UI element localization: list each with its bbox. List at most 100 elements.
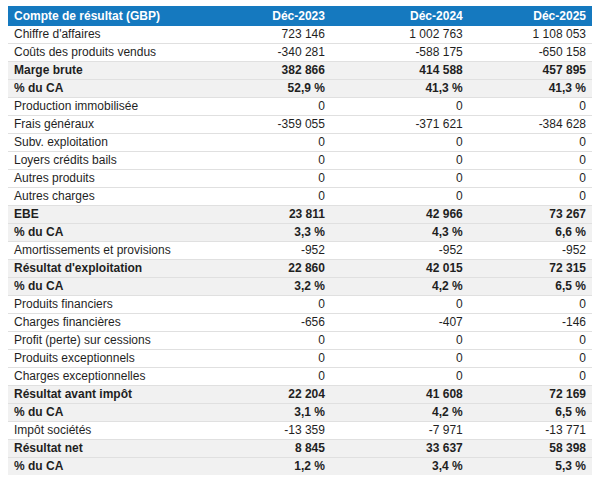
value-cell: 0 bbox=[469, 98, 592, 116]
table-row: Amortissements et provisions-952-952-952 bbox=[8, 242, 592, 260]
value-cell: 0 bbox=[201, 350, 331, 368]
value-cell: 0 bbox=[331, 188, 469, 206]
value-cell: 414 588 bbox=[331, 62, 469, 80]
value-cell: 0 bbox=[469, 188, 592, 206]
value-cell: -146 bbox=[469, 314, 592, 332]
row-label: Résultat avant impôt bbox=[8, 386, 201, 404]
value-cell: 723 146 bbox=[201, 26, 331, 44]
row-label: % du CA bbox=[8, 404, 201, 422]
value-cell: 23 811 bbox=[201, 206, 331, 224]
table-row: Autres charges000 bbox=[8, 188, 592, 206]
value-cell: 3,2 % bbox=[201, 278, 331, 296]
table-row: Résultat avant impôt22 20441 60872 169 bbox=[8, 386, 592, 404]
table-row: Loyers crédits bails000 bbox=[8, 152, 592, 170]
table-row: Profit (perte) sur cessions000 bbox=[8, 332, 592, 350]
row-label: Autres charges bbox=[8, 188, 201, 206]
value-cell: 0 bbox=[201, 296, 331, 314]
value-cell: -656 bbox=[201, 314, 331, 332]
row-label: Impôt sociétés bbox=[8, 422, 201, 440]
value-cell: 41 608 bbox=[331, 386, 469, 404]
value-cell: -952 bbox=[469, 242, 592, 260]
value-cell: -384 628 bbox=[469, 116, 592, 134]
table-row: Impôt sociétés-13 359-7 971-13 771 bbox=[8, 422, 592, 440]
value-cell: 0 bbox=[201, 134, 331, 152]
value-cell: 6,5 % bbox=[469, 278, 592, 296]
value-cell: -13 771 bbox=[469, 422, 592, 440]
value-cell: 73 267 bbox=[469, 206, 592, 224]
header-cell-dec-2024: Déc-2024 bbox=[331, 6, 469, 26]
value-cell: -371 621 bbox=[331, 116, 469, 134]
table-row: Chiffre d'affaires723 1461 002 7631 108 … bbox=[8, 26, 592, 44]
row-label: Résultat net bbox=[8, 440, 201, 458]
value-cell: 0 bbox=[331, 332, 469, 350]
value-cell: 0 bbox=[201, 332, 331, 350]
value-cell: 41,3 % bbox=[331, 80, 469, 98]
row-label: Produits exceptionnels bbox=[8, 350, 201, 368]
row-label: Coûts des produits vendus bbox=[8, 44, 201, 62]
income-statement-panel: Compte de résultat (GBP) Déc-2023 Déc-20… bbox=[8, 6, 592, 475]
table-row: Coûts des produits vendus-340 281-588 17… bbox=[8, 44, 592, 62]
value-cell: 3,3 % bbox=[201, 224, 331, 242]
table-row: Marge brute382 866414 588457 895 bbox=[8, 62, 592, 80]
value-cell: -340 281 bbox=[201, 44, 331, 62]
header-cell-dec-2025: Déc-2025 bbox=[469, 6, 592, 26]
value-cell: 4,2 % bbox=[331, 404, 469, 422]
value-cell: 0 bbox=[201, 170, 331, 188]
row-label: Charges exceptionnelles bbox=[8, 368, 201, 386]
row-label: % du CA bbox=[8, 224, 201, 242]
table-row: Résultat d'exploitation22 86042 01572 31… bbox=[8, 260, 592, 278]
value-cell: 0 bbox=[201, 152, 331, 170]
value-cell: 52,9 % bbox=[201, 80, 331, 98]
value-cell: 0 bbox=[201, 368, 331, 386]
page: { "colors": { "header_bg": "#1579bf", "h… bbox=[0, 0, 600, 488]
value-cell: 42 015 bbox=[331, 260, 469, 278]
value-cell: -952 bbox=[201, 242, 331, 260]
row-label: EBE bbox=[8, 206, 201, 224]
row-label: % du CA bbox=[8, 458, 201, 476]
row-label: % du CA bbox=[8, 80, 201, 98]
value-cell: 382 866 bbox=[201, 62, 331, 80]
table-row: Produits financiers000 bbox=[8, 296, 592, 314]
row-label: Résultat d'exploitation bbox=[8, 260, 201, 278]
value-cell: -650 158 bbox=[469, 44, 592, 62]
row-label: Subv. exploitation bbox=[8, 134, 201, 152]
row-label: Production immobilisée bbox=[8, 98, 201, 116]
row-label: Autres produits bbox=[8, 170, 201, 188]
value-cell: 6,6 % bbox=[469, 224, 592, 242]
value-cell: 22 204 bbox=[201, 386, 331, 404]
table-body: Chiffre d'affaires723 1461 002 7631 108 … bbox=[8, 26, 592, 475]
value-cell: 0 bbox=[469, 296, 592, 314]
value-cell: 41,3 % bbox=[469, 80, 592, 98]
value-cell: -13 359 bbox=[201, 422, 331, 440]
table-row: Production immobilisée000 bbox=[8, 98, 592, 116]
row-label: Marge brute bbox=[8, 62, 201, 80]
table-header-row: Compte de résultat (GBP) Déc-2023 Déc-20… bbox=[8, 6, 592, 26]
value-cell: -588 175 bbox=[331, 44, 469, 62]
value-cell: 42 966 bbox=[331, 206, 469, 224]
header-cell-dec-2023: Déc-2023 bbox=[201, 6, 331, 26]
value-cell: 0 bbox=[331, 170, 469, 188]
value-cell: 0 bbox=[469, 368, 592, 386]
row-label: Loyers crédits bails bbox=[8, 152, 201, 170]
table-row: Charges exceptionnelles000 bbox=[8, 368, 592, 386]
income-statement-table: Compte de résultat (GBP) Déc-2023 Déc-20… bbox=[8, 6, 592, 475]
value-cell: 0 bbox=[331, 350, 469, 368]
value-cell: 6,5 % bbox=[469, 404, 592, 422]
row-label: Chiffre d'affaires bbox=[8, 26, 201, 44]
value-cell: 72 169 bbox=[469, 386, 592, 404]
value-cell: 72 315 bbox=[469, 260, 592, 278]
value-cell: 22 860 bbox=[201, 260, 331, 278]
value-cell: -359 055 bbox=[201, 116, 331, 134]
value-cell: 0 bbox=[469, 152, 592, 170]
table-row: Subv. exploitation000 bbox=[8, 134, 592, 152]
table-row: EBE23 81142 96673 267 bbox=[8, 206, 592, 224]
value-cell: 0 bbox=[331, 152, 469, 170]
table-row: Produits exceptionnels000 bbox=[8, 350, 592, 368]
value-cell: 0 bbox=[469, 332, 592, 350]
value-cell: 457 895 bbox=[469, 62, 592, 80]
value-cell: 4,2 % bbox=[331, 278, 469, 296]
value-cell: 0 bbox=[331, 98, 469, 116]
row-label: Amortissements et provisions bbox=[8, 242, 201, 260]
table-row: Résultat net8 84533 63758 398 bbox=[8, 440, 592, 458]
value-cell: 4,3 % bbox=[331, 224, 469, 242]
